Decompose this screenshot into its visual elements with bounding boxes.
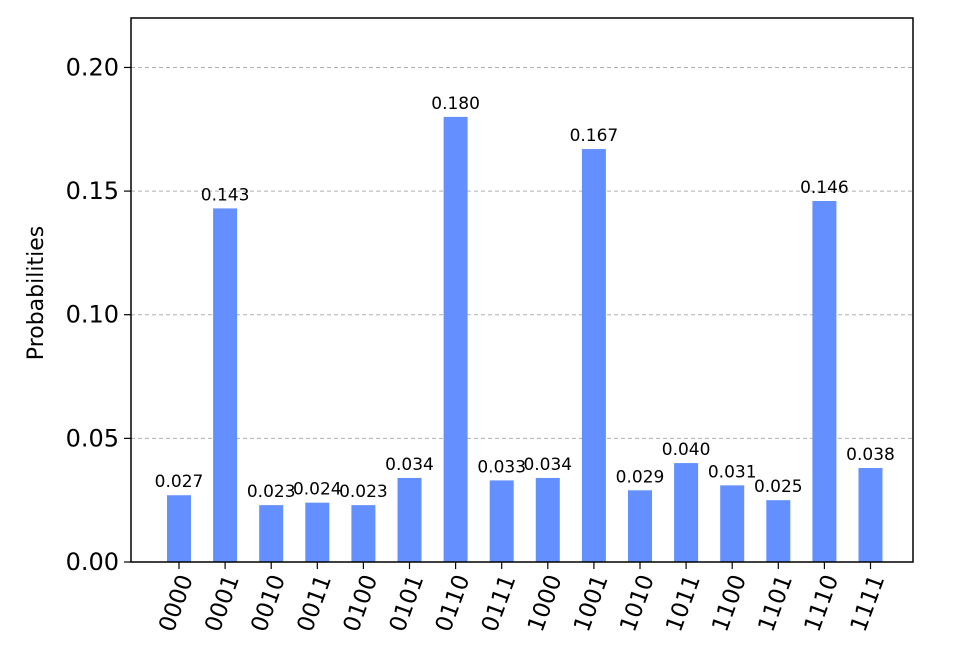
bar-1111	[858, 468, 883, 562]
x-tick-label: 0100	[339, 571, 383, 635]
bar-0101	[397, 477, 422, 562]
bar-1010	[628, 490, 652, 562]
x-tick-label: 0000	[154, 571, 198, 635]
bar-value-label: 0.146	[800, 178, 849, 198]
x-tick-label: 1011	[661, 571, 705, 635]
bar-value-label: 0.024	[293, 480, 342, 500]
y-tick-label: 0.00	[66, 548, 119, 576]
y-tick-label: 0.20	[66, 53, 119, 81]
x-tick-label: 1111	[846, 571, 890, 635]
bar-1000	[535, 477, 560, 562]
bar-value-label: 0.023	[339, 482, 388, 502]
x-tick-label: 0101	[385, 571, 429, 635]
y-tick-label: 0.15	[66, 177, 119, 205]
y-tick-label: 0.10	[66, 301, 119, 329]
y-axis-ticks: 0.00 0.05 0.10 0.15 0.20	[66, 53, 131, 576]
bar-value-label: 0.033	[477, 457, 526, 477]
x-tick-label: 1110	[800, 571, 844, 635]
bar-value-label: 0.143	[201, 185, 250, 205]
x-tick-label: 1000	[523, 571, 567, 635]
bar-value-label: 0.029	[616, 467, 665, 487]
bar-value-label: 0.180	[431, 94, 480, 114]
bar-1001	[581, 149, 606, 562]
bars	[167, 116, 883, 562]
bar-0011	[305, 502, 330, 562]
bar-0010	[259, 505, 284, 562]
bar-value-label: 0.040	[662, 440, 711, 460]
bar-0110	[443, 116, 468, 562]
bar-value-label: 0.031	[708, 462, 757, 482]
y-axis-label: Probabilities	[24, 226, 49, 360]
bar-value-label: 0.038	[846, 445, 895, 465]
x-tick-label: 1101	[754, 571, 798, 635]
bar-0111	[489, 480, 514, 562]
x-axis-ticks: 0000 0001 0010 0011 0100 0101 0110 0111 1000 1001…	[154, 562, 890, 635]
bar-1101	[766, 500, 791, 562]
bar-1100	[720, 485, 745, 562]
bar-value-label: 0.034	[385, 455, 434, 475]
grid-lines	[131, 66, 913, 439]
bar-0100	[351, 505, 376, 562]
bar-0001	[213, 208, 238, 562]
x-tick-label: 1001	[569, 571, 613, 635]
bar-value-label: 0.167	[570, 126, 619, 146]
bar-1011	[674, 463, 699, 562]
x-tick-label: 1100	[707, 571, 751, 635]
bar-0000	[167, 495, 191, 562]
y-tick-label: 0.05	[66, 424, 119, 452]
plot-frame	[130, 17, 914, 563]
x-tick-label: 0110	[431, 571, 475, 635]
bar-value-label: 0.027	[155, 472, 204, 492]
x-tick-label: 0011	[293, 571, 337, 635]
x-tick-label: 0010	[246, 571, 290, 635]
bar-1110	[812, 200, 837, 562]
x-tick-label: 1010	[615, 571, 659, 635]
bar-value-label: 0.034	[523, 455, 572, 475]
bar-value-label: 0.023	[247, 482, 296, 502]
bar-value-label: 0.025	[754, 477, 803, 497]
x-tick-label: 0111	[477, 571, 521, 635]
x-tick-label: 0001	[200, 571, 244, 635]
